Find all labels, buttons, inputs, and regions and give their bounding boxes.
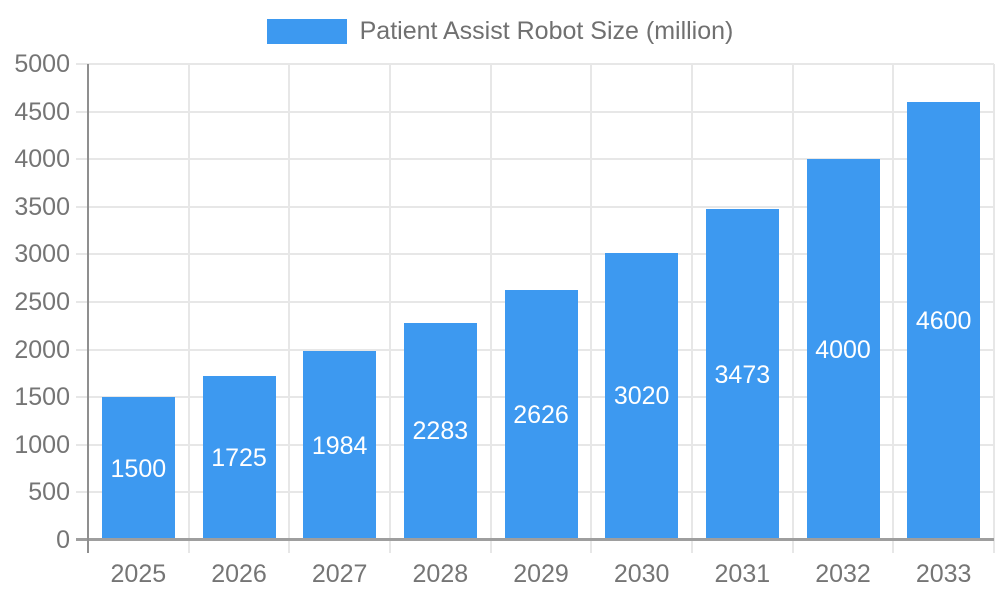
x-axis-label: 2028: [412, 560, 469, 588]
v-gridline: [389, 64, 391, 553]
y-axis-label: 5000: [14, 50, 70, 78]
bar-value-label: 3473: [714, 360, 771, 389]
h-gridline: [76, 205, 994, 208]
legend-item[interactable]: Patient Assist Robot Size (million): [266, 17, 734, 45]
v-gridline: [892, 64, 895, 553]
bar-2029: [504, 290, 578, 540]
y-axis-label: 2500: [14, 288, 70, 316]
legend-swatch: [266, 18, 347, 44]
x-axis-label: 2026: [211, 560, 267, 588]
bar-2032: [806, 159, 880, 540]
plot-area: 1500 1725 1984 2283 2626 3020 3473 4000 4600: [76, 63, 995, 553]
bar-2026: [202, 375, 276, 540]
bar-2033: [907, 102, 981, 540]
bar-value-label: 1984: [311, 431, 368, 460]
bar-value-label: 1500: [110, 454, 167, 483]
v-gridline: [489, 64, 492, 553]
bar-2028: [403, 322, 477, 540]
x-axis-label: 2025: [110, 560, 167, 588]
h-gridline: [76, 158, 994, 161]
legend: Patient Assist Robot Size (million): [0, 17, 1000, 45]
y-axis-label: 0: [56, 526, 70, 554]
v-gridline: [791, 64, 794, 553]
bar-value-label: 4000: [815, 335, 871, 364]
x-axis-label: 2032: [815, 560, 871, 588]
v-gridline: [288, 64, 291, 553]
x-axis-label: 2029: [513, 560, 569, 588]
x-axis-label: 2031: [714, 560, 771, 588]
bar-2025: [101, 397, 175, 540]
v-gridline: [691, 64, 693, 553]
bar-value-label: 1725: [211, 443, 267, 472]
bar-2030: [605, 252, 679, 540]
x-axis-label: 2030: [613, 560, 670, 588]
x-axis-line: [76, 538, 994, 541]
y-axis-label: 4000: [14, 145, 70, 174]
x-axis-label: 2027: [311, 560, 368, 588]
y-axis-label: 2000: [14, 335, 70, 364]
bar-2031: [705, 209, 779, 540]
h-gridline: [76, 253, 994, 256]
v-gridline: [993, 64, 995, 553]
v-gridline: [187, 64, 190, 553]
bar-value-label: 2283: [412, 417, 469, 446]
y-axis-line: [87, 64, 89, 553]
h-gridline: [76, 110, 994, 113]
y-axis-label: 500: [28, 478, 70, 507]
y-axis-label: 1000: [14, 430, 70, 459]
bar-value-label: 4600: [915, 307, 972, 336]
bar-value-label: 3020: [613, 382, 670, 411]
x-axis-label: 2033: [915, 560, 972, 588]
y-axis-label: 1500: [14, 383, 70, 412]
legend-label: Patient Assist Robot Size (million): [359, 17, 734, 45]
bar-2027: [303, 351, 377, 540]
bar-value-label: 2626: [513, 401, 569, 429]
y-axis-label: 3000: [14, 240, 70, 269]
h-gridline: [76, 63, 994, 65]
y-axis-label: 4500: [14, 97, 70, 126]
y-axis-label: 3500: [14, 192, 70, 221]
v-gridline: [590, 64, 593, 553]
